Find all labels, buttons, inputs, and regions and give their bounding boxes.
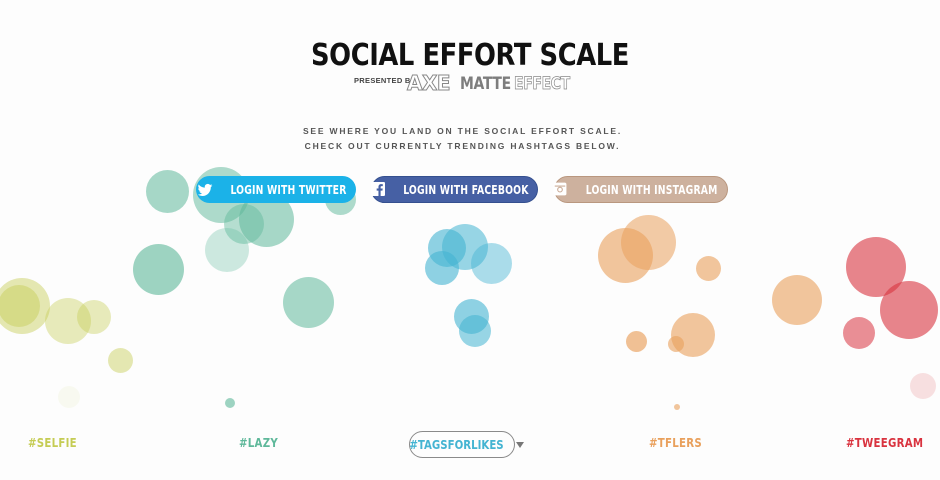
bubble-lazy (146, 170, 189, 213)
matte-logo-text: MATTE (460, 74, 511, 94)
hashtag-tagsforlikes-dropdown[interactable]: #TAGSFORLIKES (408, 431, 524, 458)
bubble-lazy (133, 244, 184, 295)
instagram-camera-icon (553, 182, 567, 198)
login-facebook-label: LOGIN WITH FACEBOOK (402, 182, 529, 197)
bubble-tflers (668, 336, 684, 352)
facebook-f-icon (370, 181, 385, 198)
page-title: SOCIAL EFFORT SCALE (311, 38, 629, 73)
hashtag-selfie[interactable]: #SELFIE (28, 436, 77, 450)
bubble-selfie (108, 348, 133, 373)
bubble-tagsforlikes (425, 251, 459, 285)
presented-by-label: PRESENTED BY (354, 76, 416, 85)
bubble-tflers (696, 256, 721, 281)
bubble-selfie (0, 285, 40, 327)
sponsor-logo: PRESENTED BY AXE MATTE EFFECT (354, 71, 584, 96)
bubble-lazy (283, 277, 334, 328)
hashtag-lazy[interactable]: #LAZY (239, 436, 279, 450)
bubble-tflers (772, 275, 822, 325)
chevron-down-icon (515, 441, 524, 448)
twitter-bird-icon (197, 182, 213, 198)
bubble-tflers (621, 215, 676, 270)
bubble-lazy (225, 398, 235, 408)
hashtag-tflers[interactable]: #TFLERS (649, 436, 702, 450)
bubble-tweegram (910, 373, 936, 399)
bubble-tagsforlikes (471, 243, 512, 284)
bubble-tweegram (843, 317, 875, 349)
intro-line-1: SEE WHERE YOU LAND ON THE SOCIAL EFFORT … (302, 126, 623, 136)
login-facebook-button[interactable]: LOGIN WITH FACEBOOK (370, 176, 538, 203)
bubble-tagsforlikes (459, 315, 491, 347)
bubble-tflers (626, 331, 647, 352)
login-twitter-button[interactable]: LOGIN WITH TWITTER (196, 176, 356, 203)
axe-logo: AXE (406, 71, 451, 96)
bubble-selfie (0, 278, 50, 334)
hashtag-tweegram[interactable]: #TWEEGRAM (846, 436, 924, 450)
intro-line-2: CHECK OUT CURRENTLY TRENDING HASHTAGS BE… (304, 141, 621, 151)
bubble-selfie (58, 386, 80, 408)
login-instagram-label: LOGIN WITH INSTAGRAM (586, 182, 718, 197)
bubble-selfie (77, 300, 111, 334)
bubble-lazy (205, 228, 249, 272)
bubble-tflers (674, 404, 680, 410)
bubble-tweegram (880, 281, 938, 339)
effect-logo-text: EFFECT (514, 74, 571, 95)
hashtag-tagsforlikes: #TAGSFORLIKES (408, 437, 504, 452)
bubble-selfie (45, 298, 91, 344)
login-twitter-label: LOGIN WITH TWITTER (229, 182, 347, 197)
login-instagram-button[interactable]: LOGIN WITH INSTAGRAM (553, 176, 728, 203)
